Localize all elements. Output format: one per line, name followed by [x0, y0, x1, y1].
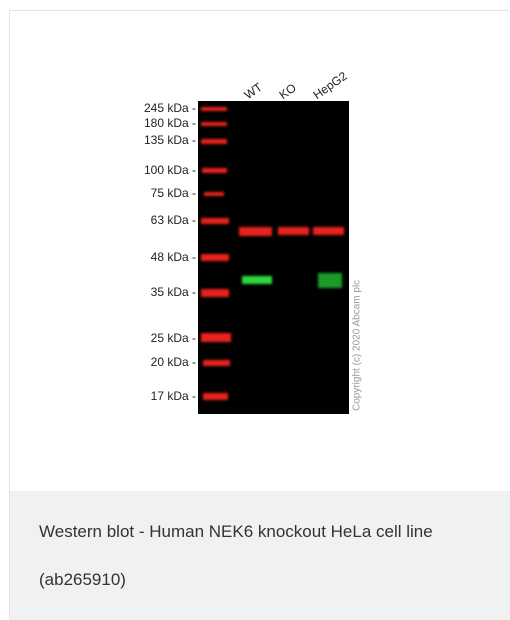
marker-label: 20 kDa - — [151, 355, 196, 369]
marker-label: 180 kDa - — [144, 116, 196, 130]
marker-label: 48 kDa - — [151, 250, 196, 264]
marker-label: 245 kDa - — [144, 101, 196, 115]
blot-figure: WT KO HepG2 245 kDa -180 kDa - 135 kDa - 100… — [10, 11, 510, 491]
lane-label: KO — [277, 81, 299, 102]
marker-label: 100 kDa - — [144, 163, 196, 177]
marker-label: 75 kDa - — [151, 186, 196, 200]
image-card: WT KO HepG2 245 kDa -180 kDa - 135 kDa - 100… — [9, 10, 509, 619]
caption-line: (ab265910) — [39, 570, 126, 590]
lane-label: HepG2 — [311, 69, 350, 102]
marker-label: 35 kDa - — [151, 285, 196, 299]
copyright: Copyright (c) 2020 Abcam plc — [352, 280, 363, 411]
caption: Western blot - Human NEK6 knockout HeLa … — [10, 491, 510, 620]
lane-label: WT — [242, 80, 266, 103]
marker-label: 135 kDa - — [144, 133, 196, 147]
caption-line: Western blot - Human NEK6 knockout HeLa … — [39, 522, 433, 542]
marker-label: 63 kDa - — [151, 213, 196, 227]
marker-label: 17 kDa - — [151, 389, 196, 403]
marker-label: 25 kDa - — [151, 331, 196, 345]
page: WT KO HepG2 245 kDa -180 kDa - 135 kDa - 100… — [0, 0, 510, 619]
